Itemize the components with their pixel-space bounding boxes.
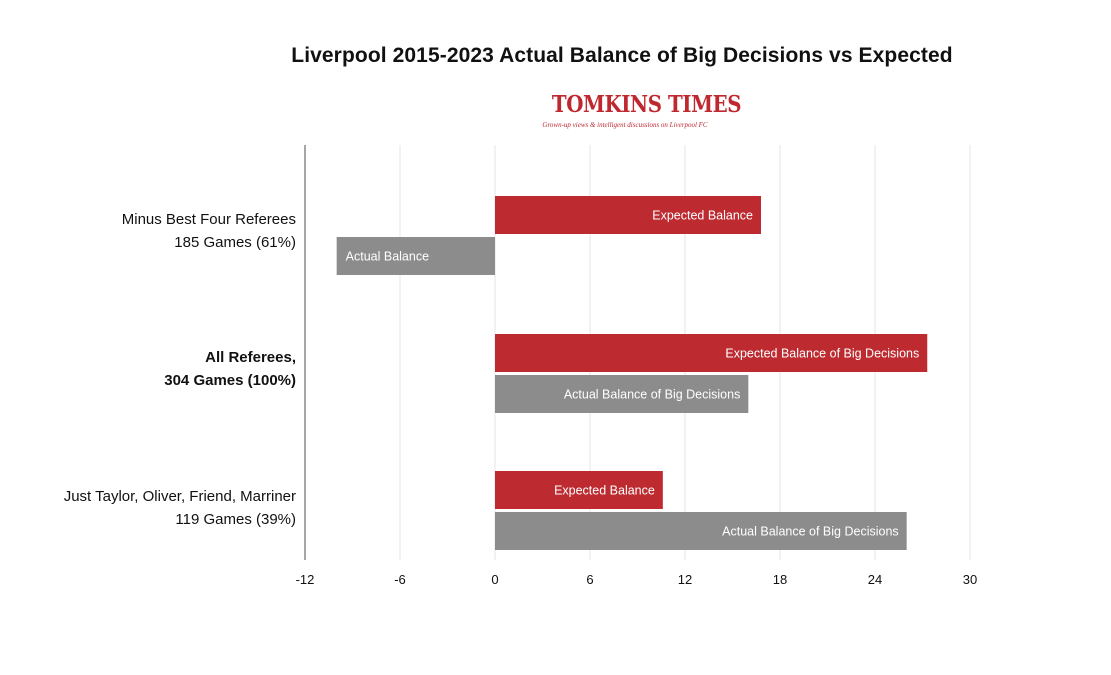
expected-data-label: Expected Balance xyxy=(554,484,655,498)
actual-data-label: Actual Balance of Big Decisions xyxy=(564,388,740,402)
x-tick-label: 12 xyxy=(678,572,692,587)
x-tick-label: 18 xyxy=(773,572,787,587)
category-label-line1: All Referees, xyxy=(205,349,296,366)
category-label-line2: 185 Games (61%) xyxy=(174,234,296,251)
x-tick-label: 6 xyxy=(586,572,593,587)
x-tick-label: -6 xyxy=(394,572,406,587)
expected-data-label: Expected Balance xyxy=(652,209,753,223)
category-label: Minus Best Four Referees 185 Games (61%) xyxy=(122,208,296,254)
actual-data-label: Actual Balance of Big Decisions xyxy=(722,525,898,539)
category-label-line2: 304 Games (100%) xyxy=(164,372,296,389)
tomkins-times-logo: TOMKINS TIMES Grown-up views & intellige… xyxy=(540,92,741,130)
chart-title: Liverpool 2015-2023 Actual Balance of Bi… xyxy=(291,44,953,67)
category-label: All Referees, 304 Games (100%) xyxy=(164,346,296,392)
category-label-line2: 119 Games (39%) xyxy=(175,511,296,528)
category-label: Just Taylor, Oliver, Friend, Marriner 119… xyxy=(64,485,296,531)
expected-bar xyxy=(495,334,928,372)
category-label-line1: Minus Best Four Referees xyxy=(121,211,296,228)
actual-data-label: Actual Balance xyxy=(346,250,429,264)
actual-bar xyxy=(495,375,749,413)
category-label-line1: Just Taylor, Oliver, Friend, Marriner xyxy=(63,488,296,505)
expected-bar xyxy=(495,196,761,234)
logo-tagline: Grown-up views & intelligent discussions… xyxy=(542,121,708,129)
expected-bar xyxy=(495,471,663,509)
x-tick-label: 24 xyxy=(868,572,882,587)
actual-bar xyxy=(495,512,907,550)
expected-data-label: Expected Balance of Big Decisions xyxy=(725,347,919,361)
x-tick-label: 30 xyxy=(963,572,977,587)
actual-bar xyxy=(336,237,495,275)
x-tick-label: 0 xyxy=(491,572,498,587)
x-tick-label: -12 xyxy=(296,572,315,587)
